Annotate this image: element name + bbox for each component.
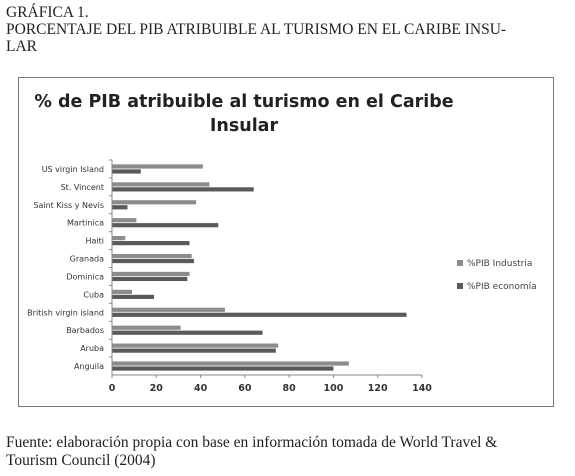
category-label: Haiti — [86, 237, 105, 246]
x-tick-label: 120 — [368, 383, 388, 394]
figure-caption-continuation: LAR — [6, 38, 37, 55]
bar-economia — [112, 294, 155, 299]
chart-frame: % de PIB atribuible al turismo en el Car… — [18, 77, 554, 407]
category-label: Anguila — [74, 362, 104, 371]
category-label: Barbados — [66, 326, 104, 335]
x-axis: 0 20 40 60 80 100 120 140 — [109, 160, 432, 394]
bar-industria — [112, 164, 203, 169]
bar-industria — [112, 307, 225, 312]
bar-industria — [112, 218, 137, 223]
bar-economia — [112, 205, 128, 210]
chart-title-line-2: Insular — [209, 116, 279, 136]
legend: %PIB Industria %PIB economía — [457, 259, 537, 292]
bar-economia — [112, 223, 219, 228]
bar-economia — [112, 312, 407, 317]
category-label: British virgin island — [27, 308, 104, 317]
source-line-2: Tourism Council (2004) — [6, 452, 156, 469]
x-tick-label: 40 — [194, 383, 208, 394]
x-tick-label: 0 — [109, 383, 116, 394]
bar-economia — [112, 187, 254, 192]
bar-economia — [112, 258, 194, 264]
bar-economia — [112, 276, 188, 282]
bar-industria — [112, 271, 190, 277]
bar-economia — [112, 330, 263, 335]
chart-title: % de PIB atribuible al turismo en el Car… — [29, 90, 459, 138]
bar-economia — [112, 348, 276, 353]
bar-industria — [112, 182, 210, 187]
category-labels: US virgin Island St. Vincent Saint Kiss y … — [27, 159, 112, 371]
bar-group — [112, 164, 407, 371]
figure-caption-line: PORCENTAJE DEL PIB ATRIBUIBLE AL TURISMO… — [6, 21, 507, 38]
bar-economia — [112, 241, 190, 246]
bar-industria — [112, 289, 132, 294]
category-label: Martinica — [67, 219, 104, 228]
category-label: Saint Kiss y Nevis — [33, 201, 104, 210]
source-line-1: Fuente: elaboración propia con base en i… — [6, 434, 498, 451]
bar-industria — [112, 253, 192, 259]
bar-chart: US virgin Island St. Vincent Saint Kiss y … — [27, 159, 537, 394]
bar-industria — [112, 343, 279, 348]
category-label: Cuba — [83, 290, 104, 299]
x-tick-label: 80 — [283, 383, 297, 394]
x-tick-label: 20 — [150, 383, 164, 394]
bar-industria — [112, 200, 197, 205]
category-label: US virgin Island — [42, 165, 104, 174]
x-tick-label: 60 — [238, 383, 252, 394]
category-label: St. Vincent — [61, 183, 104, 192]
category-label: Granada — [70, 255, 104, 264]
document-heading: GRÁFICA 1. PORCENTAJE DEL PIB ATRIBUIBLE… — [6, 4, 571, 55]
legend-label: %PIB Industria — [467, 259, 532, 269]
bar-industria — [112, 236, 126, 241]
category-label: Aruba — [80, 344, 104, 353]
chart-title-line-1: % de PIB atribuible al turismo en el Car… — [34, 92, 454, 112]
bar-economia — [112, 169, 141, 174]
source-note: Fuente: elaboración propia con base en i… — [6, 434, 571, 470]
legend-label: %PIB economía — [467, 282, 537, 292]
x-tick-label: 100 — [324, 383, 344, 394]
legend-swatch — [457, 260, 463, 266]
category-label: Dominica — [66, 272, 104, 281]
bar-industria — [112, 325, 181, 330]
figure-number: GRÁFICA 1. — [6, 4, 89, 21]
bar-economia — [112, 366, 334, 371]
legend-swatch — [457, 283, 463, 289]
bar-industria — [112, 361, 349, 366]
x-tick-label: 140 — [412, 383, 432, 394]
